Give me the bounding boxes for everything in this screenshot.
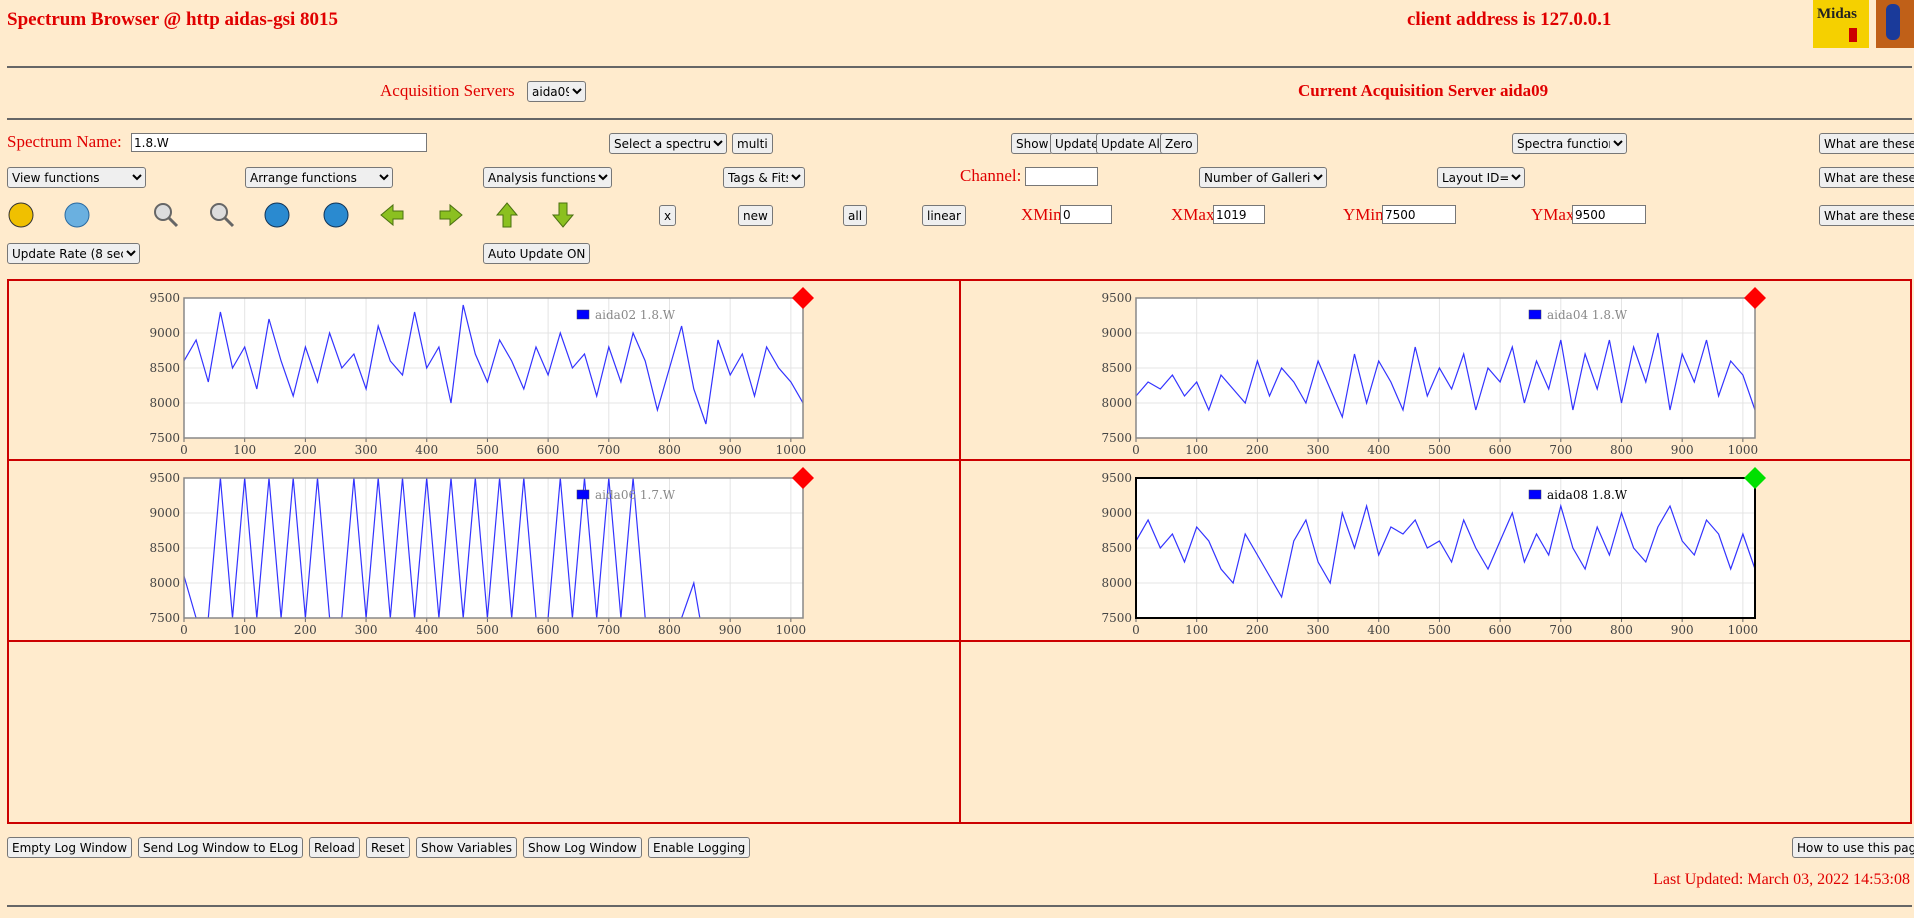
y-tick-label: 8500 [1101, 361, 1132, 375]
x-tick-label: 800 [658, 623, 681, 637]
y-tick-label: 8000 [1101, 396, 1132, 410]
x-tick-label: 1000 [1728, 623, 1759, 637]
footer-button[interactable]: Empty Log Window [7, 837, 132, 858]
x-tick-label: 400 [415, 443, 438, 457]
x-tick-label: 700 [597, 623, 620, 637]
legend-label: aida06 1.7.W [595, 488, 676, 502]
y-tick-label: 9500 [1101, 291, 1132, 305]
legend-label: aida08 1.8.W [1547, 488, 1628, 502]
x-tick-label: 1000 [776, 443, 807, 457]
y-tick-label: 8500 [149, 361, 180, 375]
chart-panel: 7500 8000 8500 9000 9500 0 100 200 300 400 500 600 7… [149, 467, 814, 653]
x-tick-label: 500 [476, 623, 499, 637]
legend-swatch [1529, 490, 1541, 499]
x-tick-label: 500 [1428, 443, 1451, 457]
x-tick-label: 100 [233, 623, 256, 637]
x-tick-label: 300 [355, 623, 378, 637]
legend-swatch [1529, 310, 1541, 319]
x-tick-label: 200 [294, 623, 317, 637]
x-tick-label: 700 [1549, 443, 1572, 457]
x-tick-label: 0 [1132, 623, 1140, 637]
legend-label: aida02 1.8.W [595, 308, 676, 322]
y-tick-label: 9000 [1101, 506, 1132, 520]
chart-panel: 7500 8000 8500 9000 9500 0 100 200 300 400 500 600 7… [1101, 467, 1766, 637]
legend-swatch [577, 490, 589, 499]
x-tick-label: 400 [415, 623, 438, 637]
y-tick-label: 9500 [149, 471, 180, 485]
x-tick-label: 800 [1610, 443, 1633, 457]
chart-gallery: 7500800085009000950001002003004005006007… [0, 0, 1914, 830]
x-tick-label: 0 [180, 443, 188, 457]
legend-swatch [577, 310, 589, 319]
x-tick-label: 200 [1246, 443, 1269, 457]
x-tick-label: 1000 [776, 623, 807, 637]
x-tick-label: 700 [1549, 623, 1572, 637]
y-tick-label: 8500 [149, 541, 180, 555]
y-tick-label: 9500 [149, 291, 180, 305]
y-tick-label: 7500 [1101, 611, 1132, 625]
x-tick-label: 0 [1132, 443, 1140, 457]
x-tick-label: 300 [1307, 443, 1330, 457]
y-tick-label: 7500 [1101, 431, 1132, 445]
x-tick-label: 600 [1489, 443, 1512, 457]
x-tick-label: 200 [1246, 623, 1269, 637]
last-updated: Last Updated: March 03, 2022 14:53:08 [1653, 871, 1910, 889]
y-tick-label: 7500 [149, 611, 180, 625]
x-tick-label: 1000 [1728, 443, 1759, 457]
footer-button[interactable]: Reset [366, 837, 410, 858]
y-tick-label: 9500 [1101, 471, 1132, 485]
y-tick-label: 8000 [149, 396, 180, 410]
chart-panel: 7500 8000 8500 9000 9500 0 100 200 300 400 500 600 7… [149, 287, 814, 457]
x-tick-label: 900 [1671, 443, 1694, 457]
x-tick-label: 500 [476, 443, 499, 457]
footer-button[interactable]: Enable Logging [648, 837, 750, 858]
footer-button[interactable]: Show Log Window [523, 837, 642, 858]
x-tick-label: 900 [719, 623, 742, 637]
footer-button[interactable]: Reload [309, 837, 360, 858]
y-tick-label: 8500 [1101, 541, 1132, 555]
chart-panel: 7500 8000 8500 9000 9500 0 100 200 300 400 500 600 7… [1101, 287, 1766, 457]
x-tick-label: 600 [537, 623, 560, 637]
x-tick-label: 900 [719, 443, 742, 457]
x-tick-label: 300 [355, 443, 378, 457]
x-tick-label: 800 [1610, 623, 1633, 637]
how-to-button[interactable]: How to use this page [1792, 837, 1914, 858]
y-tick-label: 7500 [149, 431, 180, 445]
x-tick-label: 300 [1307, 623, 1330, 637]
x-tick-label: 100 [1185, 443, 1208, 457]
x-tick-label: 900 [1671, 623, 1694, 637]
x-tick-label: 400 [1367, 623, 1390, 637]
x-tick-label: 600 [1489, 623, 1512, 637]
footer-button[interactable]: Send Log Window to ELog [138, 837, 303, 858]
x-tick-label: 700 [597, 443, 620, 457]
x-tick-label: 500 [1428, 623, 1451, 637]
y-tick-label: 8000 [149, 576, 180, 590]
x-tick-label: 100 [233, 443, 256, 457]
x-tick-label: 100 [1185, 623, 1208, 637]
x-tick-label: 400 [1367, 443, 1390, 457]
y-tick-label: 8000 [1101, 576, 1132, 590]
legend-label: aida04 1.8.W [1547, 308, 1628, 322]
x-tick-label: 200 [294, 443, 317, 457]
x-tick-label: 0 [180, 623, 188, 637]
x-tick-label: 800 [658, 443, 681, 457]
footer-button[interactable]: Show Variables [416, 837, 517, 858]
y-tick-label: 9000 [149, 506, 180, 520]
y-tick-label: 9000 [1101, 326, 1132, 340]
y-tick-label: 9000 [149, 326, 180, 340]
divider [7, 905, 1912, 907]
x-tick-label: 600 [537, 443, 560, 457]
